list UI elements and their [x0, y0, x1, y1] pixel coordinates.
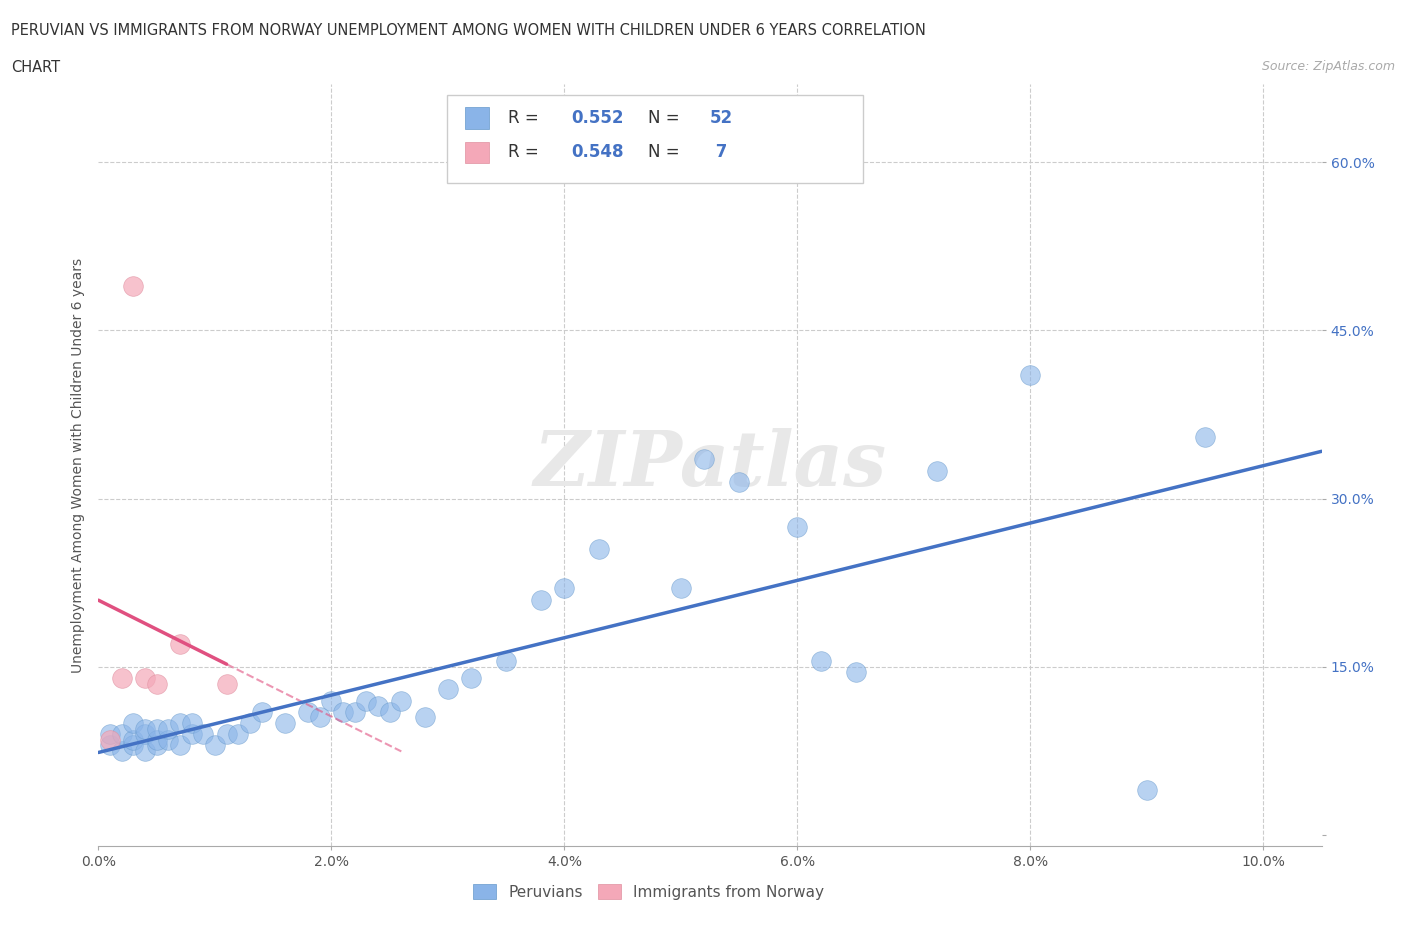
Point	[122, 715, 145, 730]
Point	[111, 744, 134, 759]
Point	[927, 463, 949, 478]
Text: R =: R =	[508, 109, 544, 127]
Point	[250, 704, 273, 719]
Point	[193, 726, 215, 741]
Point	[728, 474, 751, 489]
Point	[810, 654, 832, 669]
Point	[1019, 368, 1042, 383]
Point	[134, 744, 156, 759]
Point	[274, 715, 297, 730]
Point	[389, 693, 412, 708]
Point	[530, 592, 553, 607]
Point	[145, 676, 167, 691]
Point	[98, 737, 121, 752]
Point	[308, 710, 330, 724]
Point	[378, 704, 401, 719]
Point	[134, 726, 156, 741]
Point	[460, 671, 482, 685]
Point	[1136, 783, 1159, 798]
Point	[367, 698, 389, 713]
Point	[215, 676, 238, 691]
Point	[145, 721, 167, 736]
Text: 52: 52	[710, 109, 733, 127]
Point	[169, 715, 191, 730]
Point	[239, 715, 262, 730]
Point	[845, 665, 868, 680]
FancyBboxPatch shape	[465, 141, 489, 163]
Point	[122, 278, 145, 293]
Point	[226, 726, 249, 741]
Point	[180, 726, 202, 741]
Text: 0.548: 0.548	[571, 143, 624, 161]
Point	[413, 710, 436, 724]
Legend: Peruvians, Immigrants from Norway: Peruvians, Immigrants from Norway	[465, 876, 832, 908]
Point	[145, 737, 167, 752]
Text: CHART: CHART	[11, 60, 60, 75]
Point	[169, 637, 191, 652]
Point	[98, 732, 121, 747]
Y-axis label: Unemployment Among Women with Children Under 6 years: Unemployment Among Women with Children U…	[70, 258, 84, 672]
Text: N =: N =	[648, 143, 685, 161]
Point	[111, 671, 134, 685]
Point	[437, 682, 460, 697]
Point	[134, 721, 156, 736]
Point	[157, 732, 180, 747]
Point	[332, 704, 354, 719]
Point	[180, 715, 202, 730]
Text: R =: R =	[508, 143, 544, 161]
Point	[321, 693, 343, 708]
Point	[588, 541, 610, 556]
Point	[122, 737, 145, 752]
Point	[204, 737, 226, 752]
Point	[786, 519, 808, 534]
Text: 7: 7	[710, 143, 727, 161]
Point	[134, 671, 156, 685]
Text: Source: ZipAtlas.com: Source: ZipAtlas.com	[1261, 60, 1395, 73]
Point	[669, 581, 692, 596]
Point	[215, 726, 238, 741]
Text: PERUVIAN VS IMMIGRANTS FROM NORWAY UNEMPLOYMENT AMONG WOMEN WITH CHILDREN UNDER : PERUVIAN VS IMMIGRANTS FROM NORWAY UNEMP…	[11, 23, 927, 38]
Text: N =: N =	[648, 109, 685, 127]
FancyBboxPatch shape	[465, 107, 489, 128]
Text: ZIPatlas: ZIPatlas	[533, 428, 887, 502]
Point	[98, 726, 121, 741]
Point	[111, 726, 134, 741]
Point	[169, 737, 191, 752]
Point	[356, 693, 378, 708]
Point	[157, 721, 180, 736]
Point	[145, 732, 167, 747]
Text: 0.552: 0.552	[571, 109, 624, 127]
Point	[495, 654, 517, 669]
Point	[553, 581, 575, 596]
Point	[297, 704, 319, 719]
Point	[122, 732, 145, 747]
Point	[693, 452, 716, 467]
Point	[343, 704, 366, 719]
FancyBboxPatch shape	[447, 95, 863, 183]
Point	[1194, 430, 1216, 445]
